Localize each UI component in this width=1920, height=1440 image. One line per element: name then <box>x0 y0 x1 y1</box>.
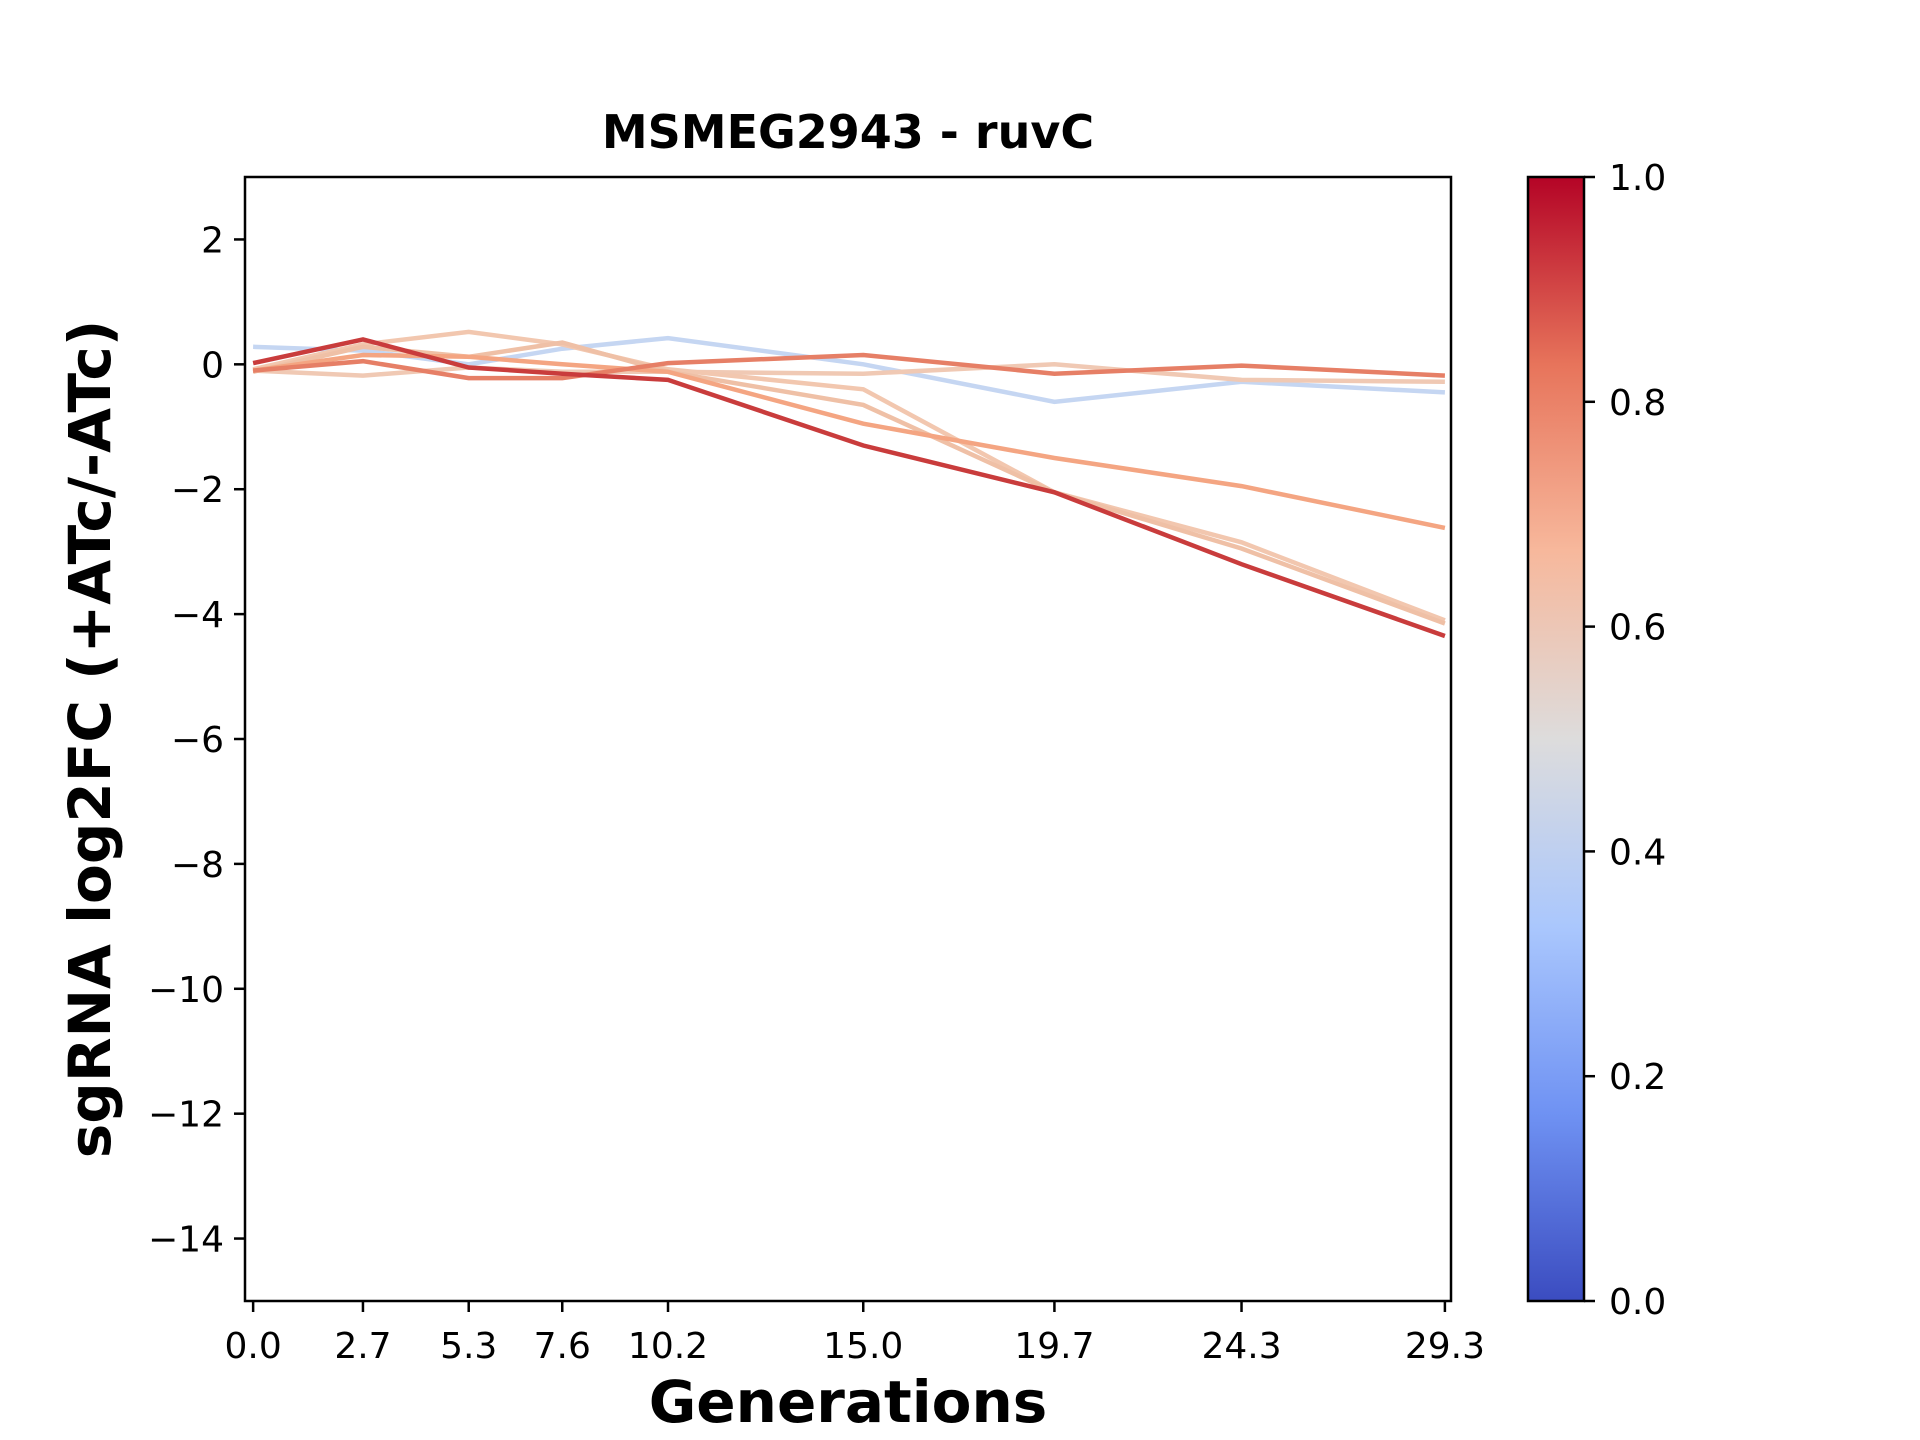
series-layer <box>252 329 1446 639</box>
x-tick-label: 2.7 <box>334 1326 391 1367</box>
series-line-3 <box>252 329 1446 623</box>
y-tick-label: −2 <box>171 470 224 511</box>
series-line-6 <box>252 352 1446 381</box>
colorbar-axis: 0.0 0.2 0.4 0.6 0.8 1.0 <box>1584 158 1666 1323</box>
y-tick-label: −8 <box>171 845 224 886</box>
colorbar-tick-label: 0.8 <box>1609 383 1666 424</box>
y-axis: 2 0 −2 −4 −6 −8 −10 −12 −14 <box>148 220 245 1261</box>
colorbar-tick-label: 1.0 <box>1609 158 1666 199</box>
colorbar-tick-label: 0.2 <box>1609 1057 1666 1098</box>
y-tick-label: −10 <box>148 970 224 1011</box>
y-tick-label: 0 <box>201 345 224 386</box>
series-line-5 <box>252 352 1446 531</box>
y-tick-label: −6 <box>171 720 224 761</box>
series-line-7 <box>252 337 1446 639</box>
colorbar-tick-label: 0.6 <box>1609 608 1666 649</box>
plot-frame <box>243 175 1453 1303</box>
y-tick-label: 2 <box>201 220 224 261</box>
y-tick-label: −12 <box>148 1095 224 1136</box>
colorbar-tick-label: 0.0 <box>1609 1282 1666 1323</box>
x-tick-label: 10.2 <box>628 1326 708 1367</box>
x-axis: 0.0 2.7 5.3 7.6 10.2 15.0 19.7 24.3 29.3 <box>225 1301 1485 1367</box>
colorbar-tick-label: 0.4 <box>1609 832 1666 873</box>
x-axis-label: Generations <box>649 1368 1048 1436</box>
x-tick-label: 0.0 <box>225 1326 282 1367</box>
x-tick-label: 24.3 <box>1201 1326 1281 1367</box>
y-tick-label: −4 <box>171 595 224 636</box>
x-tick-label: 19.7 <box>1014 1326 1094 1367</box>
x-tick-label: 29.3 <box>1405 1326 1485 1367</box>
y-axis-label: sgRNA log2FC (+ATc/-ATc) <box>56 320 124 1158</box>
chart-title: MSMEG2943 - ruvC <box>602 105 1094 159</box>
x-tick-label: 15.0 <box>823 1326 903 1367</box>
colorbar <box>1526 175 1586 1303</box>
x-tick-label: 7.6 <box>534 1326 591 1367</box>
x-tick-label: 5.3 <box>440 1326 497 1367</box>
y-tick-label: −14 <box>148 1220 224 1261</box>
